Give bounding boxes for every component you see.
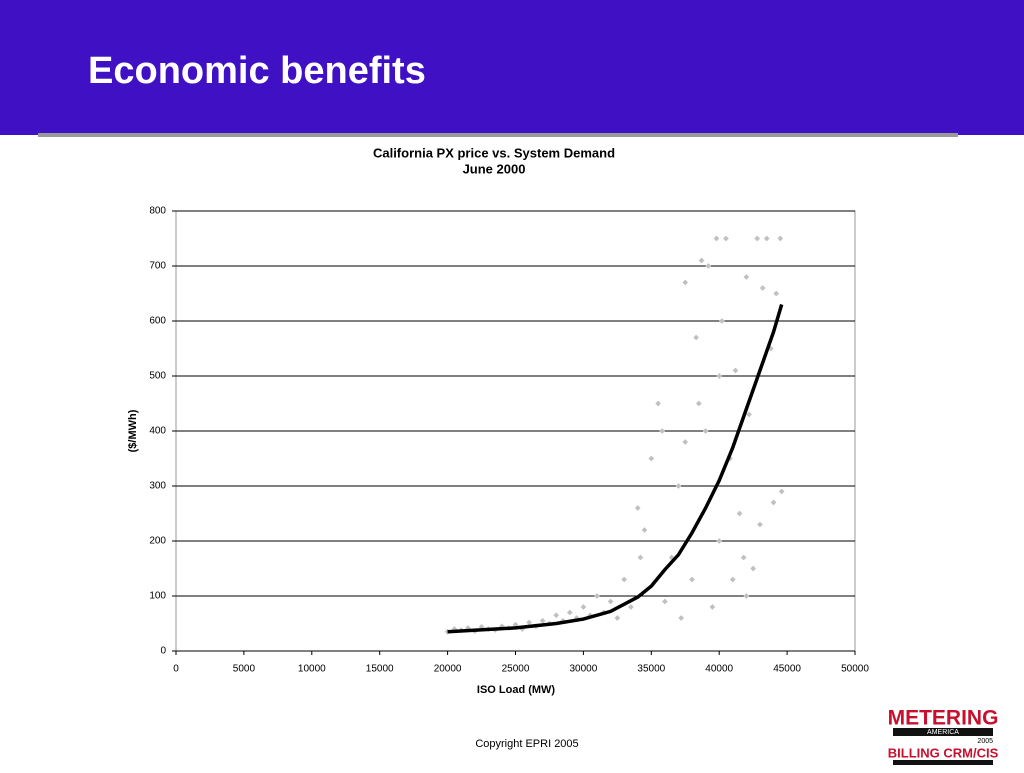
header-band [0, 0, 1024, 135]
x-tick-label: 45000 [773, 664, 801, 675]
data-point [736, 510, 743, 517]
data-point [713, 235, 720, 242]
data-point [678, 615, 685, 621]
data-point [634, 505, 641, 511]
data-point [682, 439, 689, 445]
data-point [675, 483, 682, 489]
data-point [594, 593, 600, 599]
data-point [705, 263, 712, 269]
x-tick-label: 35000 [637, 664, 665, 675]
data-point [709, 604, 716, 610]
data-point [743, 593, 750, 599]
y-tick-label: 600 [149, 316, 166, 327]
x-tick-label: 5000 [233, 664, 256, 675]
data-point [698, 257, 705, 264]
data-point [773, 290, 780, 297]
data-point [778, 488, 785, 495]
data-point [689, 576, 695, 583]
data-point [648, 455, 655, 462]
data-point [662, 598, 668, 605]
data-point [740, 554, 747, 561]
data-point [621, 576, 627, 583]
y-tick-label: 300 [149, 481, 166, 492]
data-point [580, 604, 587, 610]
data-point [539, 617, 546, 624]
chart-subtitle: June 2000 [463, 161, 526, 176]
data-point [696, 400, 702, 407]
data-point [732, 367, 739, 374]
x-tick-label: 15000 [366, 664, 394, 675]
logo-bar [893, 760, 993, 765]
y-tick-label: 700 [149, 261, 166, 272]
x-tick-label: 0 [173, 664, 179, 675]
data-point [719, 318, 725, 324]
data-point [723, 235, 729, 242]
data-point [553, 612, 560, 619]
x-tick-label: 25000 [502, 664, 530, 675]
logo-text: METERING [888, 707, 999, 730]
chart-title: California PX price vs. System Demand [373, 145, 615, 160]
data-point [770, 499, 777, 506]
data-point [716, 538, 723, 544]
logo-text: BILLING CRM/CIS [888, 745, 999, 760]
x-axis-label: ISO Load (MW) [477, 684, 556, 696]
y-tick-label: 400 [149, 426, 166, 437]
logo-text: AMERICA [927, 729, 959, 736]
logo-text: 2005 [977, 738, 993, 745]
trend-line [447, 304, 784, 634]
data-point [614, 615, 621, 621]
data-point [628, 604, 634, 610]
data-point [746, 411, 752, 418]
copyright: Copyright EPRI 2005 [475, 738, 578, 750]
logo: METERING AMERICA 2005 BILLING CRM/CIS [888, 707, 999, 765]
data-point [637, 554, 644, 561]
logo-bar [893, 728, 993, 736]
y-tick-label: 200 [149, 536, 166, 547]
data-point [702, 428, 709, 434]
data-point [763, 235, 770, 242]
data-point [729, 576, 736, 583]
data-point [777, 235, 784, 242]
x-tick-label: 50000 [841, 664, 869, 675]
x-tick-label: 10000 [298, 664, 326, 675]
x-tick-label: 40000 [705, 664, 733, 675]
data-point [757, 521, 763, 528]
y-tick-label: 0 [160, 646, 166, 657]
y-tick-label: 100 [149, 591, 166, 602]
data-point [750, 565, 756, 572]
data-point [754, 235, 761, 242]
slide-title: Economic benefits [88, 50, 426, 92]
data-point [693, 334, 699, 341]
data-point [566, 609, 573, 616]
data-point [743, 274, 750, 280]
data-point [526, 619, 532, 626]
y-axis-label: ($/MWh) [127, 409, 139, 452]
y-tick-label: 500 [149, 371, 166, 382]
x-tick-label: 30000 [569, 664, 597, 675]
y-tick-label: 800 [149, 206, 166, 217]
x-tick-label: 20000 [434, 664, 462, 675]
data-point [716, 373, 723, 379]
data-point [655, 400, 661, 407]
data-point [641, 527, 648, 533]
data-point [682, 279, 689, 286]
data-point [659, 428, 665, 434]
data-point [607, 598, 614, 605]
data-point [759, 285, 766, 291]
